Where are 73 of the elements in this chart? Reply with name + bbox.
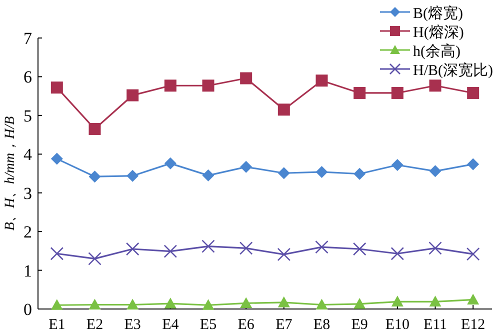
point — [240, 160, 252, 173]
x-tick-label: E4 — [162, 317, 180, 333]
point — [278, 296, 290, 308]
legend-label: H/B(深宽比) — [413, 62, 493, 79]
point — [354, 298, 366, 309]
point — [164, 80, 176, 92]
x-tick-label: E5 — [200, 317, 217, 333]
point — [126, 89, 139, 102]
point — [88, 298, 101, 310]
point — [428, 242, 442, 255]
point — [390, 246, 404, 260]
x-tick-label: E3 — [124, 317, 141, 333]
point — [126, 298, 139, 310]
y-tick-label: 5 — [24, 106, 32, 126]
y-tick-label: 7 — [24, 29, 32, 48]
point — [278, 167, 290, 180]
point — [50, 82, 63, 94]
point — [316, 166, 328, 178]
point — [354, 168, 366, 180]
point — [278, 104, 290, 116]
legend-label: H(熔深) — [413, 24, 464, 41]
point — [352, 242, 366, 256]
point — [467, 86, 480, 99]
point — [202, 169, 214, 182]
point — [467, 158, 480, 170]
point — [126, 242, 140, 256]
point — [50, 152, 63, 165]
y-tick-label: 6 — [24, 68, 32, 87]
point — [88, 122, 101, 135]
point — [466, 247, 480, 261]
point — [202, 299, 214, 310]
point — [354, 86, 366, 99]
x-tick-label: E7 — [276, 317, 293, 333]
point — [202, 80, 214, 92]
point — [391, 296, 404, 306]
x-tick-label: E6 — [238, 317, 255, 333]
point — [164, 244, 178, 258]
point — [391, 86, 404, 99]
legend-label: h(余高) — [413, 43, 460, 60]
point — [316, 74, 328, 87]
y-tick-label: 1 — [24, 261, 32, 280]
x-tick-label: E1 — [48, 317, 66, 333]
point — [240, 297, 252, 308]
point — [277, 248, 291, 262]
point — [391, 158, 404, 171]
y-tick-label: 0 — [24, 300, 32, 319]
point — [50, 299, 63, 310]
y-tick-label: 4 — [24, 145, 32, 164]
point — [88, 252, 102, 266]
x-tick-label: E2 — [86, 317, 104, 333]
x-tick-label: E10 — [385, 317, 410, 333]
point — [126, 170, 139, 182]
point — [240, 72, 252, 84]
x-tick-label: E11 — [423, 317, 448, 333]
x-tick-label: E9 — [351, 317, 368, 333]
point — [316, 298, 328, 310]
y-tick-label: 2 — [24, 222, 32, 242]
legend-label: B(熔宽) — [413, 5, 463, 22]
point — [239, 242, 253, 255]
y-tick-label: 3 — [24, 184, 32, 203]
y-axis-title: B、H、h/mm，H/B — [3, 116, 18, 231]
point — [88, 170, 101, 183]
x-tick-label: E8 — [313, 317, 330, 333]
point — [429, 165, 442, 178]
point — [429, 296, 442, 306]
x-tick-label: E12 — [460, 317, 486, 333]
point — [467, 294, 480, 305]
point — [50, 246, 64, 260]
point — [429, 80, 442, 92]
point — [164, 157, 176, 170]
point — [202, 240, 215, 253]
point — [315, 240, 328, 254]
point — [164, 298, 176, 308]
